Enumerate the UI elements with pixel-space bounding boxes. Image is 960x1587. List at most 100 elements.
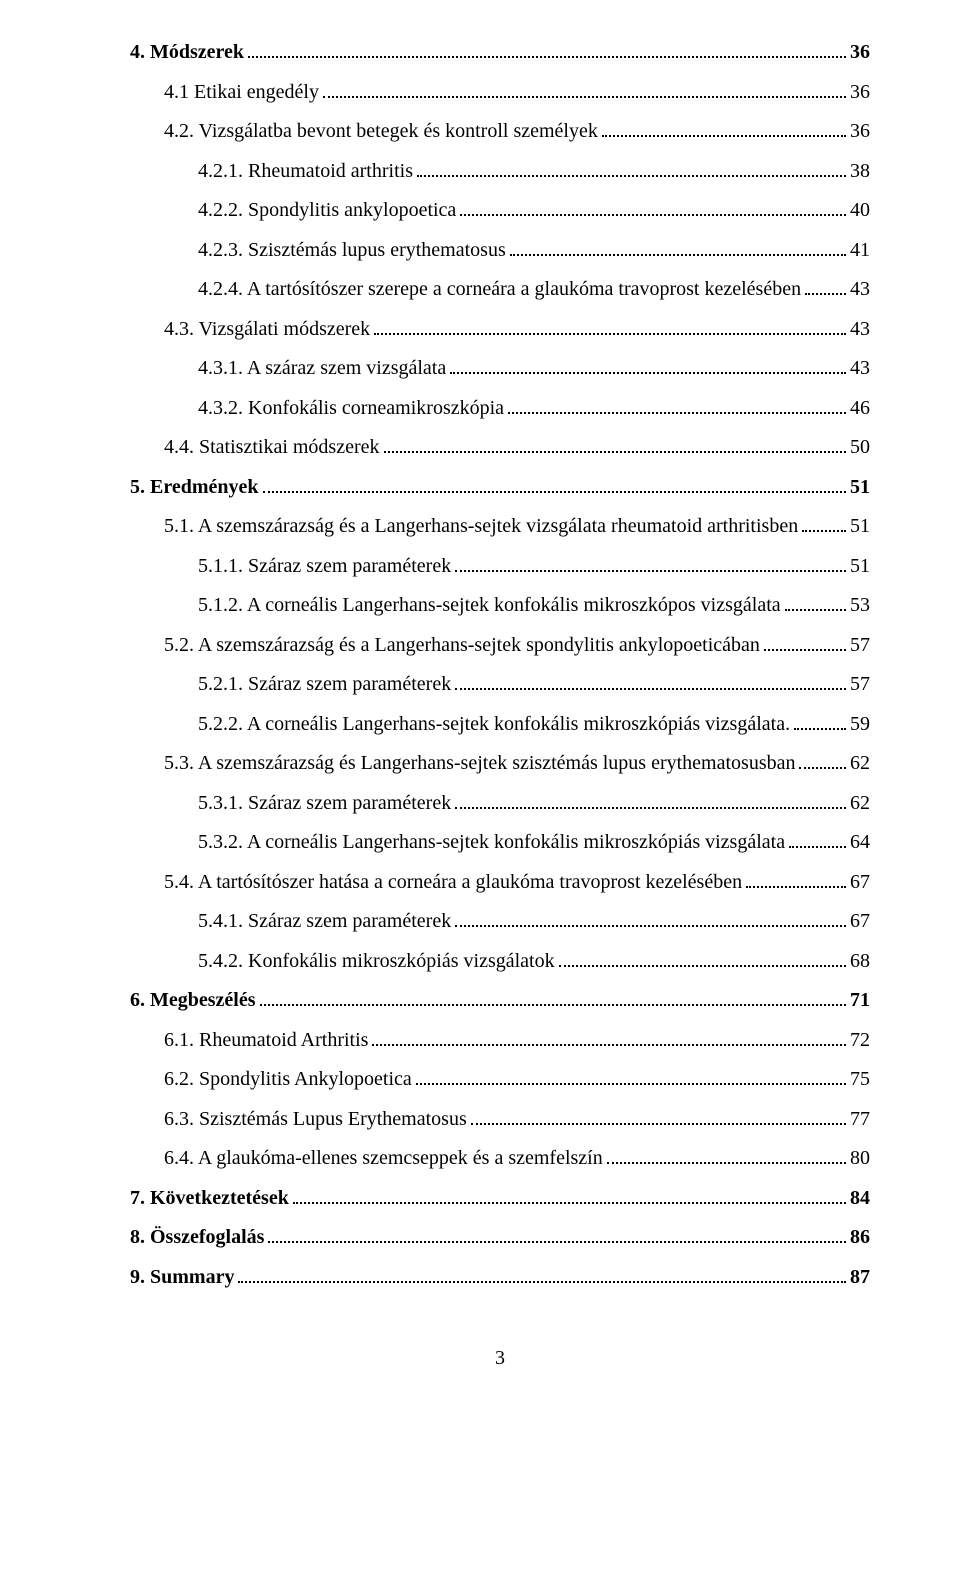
toc-entry: 4.1 Etikai engedély36 bbox=[130, 80, 870, 102]
toc-entry-page: 67 bbox=[850, 872, 870, 892]
toc-dot-leader bbox=[417, 159, 846, 177]
toc-entry-text: 6. Megbeszélés bbox=[130, 990, 256, 1010]
toc-entry-page: 72 bbox=[850, 1030, 870, 1050]
toc-dot-leader bbox=[455, 909, 846, 927]
toc-entry: 4.2.3. Szisztémás lupus erythematosus 41 bbox=[130, 238, 870, 260]
toc-entry-text: 5.2.2. A corneális Langerhans-sejtek kon… bbox=[198, 714, 790, 734]
toc-entry: 5.1. A szemszárazság és a Langerhans-sej… bbox=[130, 514, 870, 536]
page-number: 3 bbox=[130, 1347, 870, 1370]
toc-entry: 4.4. Statisztikai módszerek 50 bbox=[130, 435, 870, 457]
toc-entry: 6.1. Rheumatoid Arthritis 72 bbox=[130, 1028, 870, 1050]
toc-entry-page: 50 bbox=[850, 437, 870, 457]
toc-entry-text: 5.3.1. Száraz szem paraméterek bbox=[198, 793, 451, 813]
toc-dot-leader bbox=[799, 751, 846, 769]
toc-entry: 4.2.4. A tartósítószer szerepe a corneár… bbox=[130, 277, 870, 299]
toc-entry-page: 43 bbox=[850, 279, 870, 299]
toc-entry-text: 5.1. A szemszárazság és a Langerhans-sej… bbox=[164, 516, 798, 536]
toc-entry-text: 4.4. Statisztikai módszerek bbox=[164, 437, 380, 457]
toc-entry-text: 4. Módszerek bbox=[130, 42, 244, 62]
toc-entry-text: 5.4.1. Száraz szem paraméterek bbox=[198, 911, 451, 931]
toc-entry: 5.2. A szemszárazság és a Langerhans-sej… bbox=[130, 633, 870, 655]
toc-entry: 7. Következtetések 84 bbox=[130, 1186, 870, 1208]
toc-entry-page: 57 bbox=[850, 635, 870, 655]
toc-dot-leader bbox=[372, 1028, 846, 1046]
toc-entry: 6.2. Spondylitis Ankylopoetica 75 bbox=[130, 1067, 870, 1089]
toc-entry-page: 86 bbox=[850, 1227, 870, 1247]
toc-dot-leader bbox=[238, 1265, 846, 1283]
toc-dot-leader bbox=[508, 396, 846, 414]
toc-entry-text: 6.1. Rheumatoid Arthritis bbox=[164, 1030, 368, 1050]
toc-dot-leader bbox=[789, 830, 846, 848]
toc-entry-page: 43 bbox=[850, 319, 870, 339]
toc-dot-leader bbox=[293, 1186, 846, 1204]
toc-dot-leader bbox=[248, 40, 846, 58]
toc-dot-leader bbox=[263, 475, 846, 493]
toc-dot-leader bbox=[260, 988, 846, 1006]
toc-entry-page: 80 bbox=[850, 1148, 870, 1168]
toc-entry: 8. Összefoglalás 86 bbox=[130, 1225, 870, 1247]
toc-entry: 4.2.2. Spondylitis ankylopoetica 40 bbox=[130, 198, 870, 220]
toc-entry-page: 51 bbox=[850, 477, 870, 497]
toc-entry-page: 62 bbox=[850, 793, 870, 813]
toc-entry-page: 75 bbox=[850, 1069, 870, 1089]
toc-entry-text: 8. Összefoglalás bbox=[130, 1227, 264, 1247]
toc-entry-page: 84 bbox=[850, 1188, 870, 1208]
toc-entry-page: 38 bbox=[850, 161, 870, 181]
toc-entry-text: 4.2.4. A tartósítószer szerepe a corneár… bbox=[198, 279, 801, 299]
toc-dot-leader bbox=[510, 238, 846, 256]
toc-dot-leader bbox=[471, 1107, 846, 1125]
toc-entry-text: 4.2. Vizsgálatba bevont betegek és kontr… bbox=[164, 121, 598, 141]
toc-dot-leader bbox=[455, 672, 846, 690]
toc-entry-page: 67 bbox=[850, 911, 870, 931]
toc-entry: 5.2.1. Száraz szem paraméterek57 bbox=[130, 672, 870, 694]
toc-dot-leader bbox=[805, 277, 846, 295]
toc-entry: 5.3. A szemszárazság és Langerhans-sejte… bbox=[130, 751, 870, 773]
toc-entry-page: 51 bbox=[850, 516, 870, 536]
toc-entry-page: 77 bbox=[850, 1109, 870, 1129]
toc-entry-page: 40 bbox=[850, 200, 870, 220]
toc-entry-page: 41 bbox=[850, 240, 870, 260]
toc-entry-page: 71 bbox=[850, 990, 870, 1010]
toc-dot-leader bbox=[450, 356, 846, 374]
toc-entry: 6. Megbeszélés 71 bbox=[130, 988, 870, 1010]
toc-entry-text: 5.4.2. Konfokális mikroszkópiás vizsgála… bbox=[198, 951, 555, 971]
toc-entry: 5.3.1. Száraz szem paraméterek 62 bbox=[130, 791, 870, 813]
toc-entry: 4.3.1. A száraz szem vizsgálata43 bbox=[130, 356, 870, 378]
toc-entry-text: 5.4. A tartósítószer hatása a corneára a… bbox=[164, 872, 742, 892]
toc-entry-page: 36 bbox=[850, 121, 870, 141]
toc-entry: 5. Eredmények51 bbox=[130, 475, 870, 497]
toc-entry-page: 57 bbox=[850, 674, 870, 694]
toc-entry: 5.4. A tartósítószer hatása a corneára a… bbox=[130, 870, 870, 892]
toc-dot-leader bbox=[602, 119, 846, 137]
toc-dot-leader bbox=[455, 554, 846, 572]
toc-dot-leader bbox=[374, 317, 846, 335]
toc-entry-page: 46 bbox=[850, 398, 870, 418]
toc-entry: 5.1.2. A corneális Langerhans-sejtek kon… bbox=[130, 593, 870, 615]
toc-entry-text: 5.2. A szemszárazság és a Langerhans-sej… bbox=[164, 635, 760, 655]
toc-dot-leader bbox=[323, 80, 846, 98]
toc-entry-page: 43 bbox=[850, 358, 870, 378]
toc-dot-leader bbox=[455, 791, 846, 809]
toc-entry-text: 6.2. Spondylitis Ankylopoetica bbox=[164, 1069, 412, 1089]
toc-entry-page: 87 bbox=[850, 1267, 870, 1287]
toc-entry: 6.3. Szisztémás Lupus Erythematosus77 bbox=[130, 1107, 870, 1129]
toc-entry: 5.1.1. Száraz szem paraméterek51 bbox=[130, 554, 870, 576]
toc-dot-leader bbox=[460, 198, 846, 216]
toc-dot-leader bbox=[416, 1067, 846, 1085]
toc-entry: 5.4.1. Száraz szem paraméterek 67 bbox=[130, 909, 870, 931]
toc-entry: 9. Summary87 bbox=[130, 1265, 870, 1287]
toc-entry-text: 4.2.3. Szisztémás lupus erythematosus bbox=[198, 240, 506, 260]
toc-dot-leader bbox=[559, 949, 846, 967]
toc-entry-text: 7. Következtetések bbox=[130, 1188, 289, 1208]
toc-dot-leader bbox=[384, 435, 846, 453]
toc-entry-text: 4.3.2. Konfokális corneamikroszkópia bbox=[198, 398, 504, 418]
toc-page: 4. Módszerek 36 4.1 Etikai engedély36 4.2. … bbox=[0, 0, 960, 1587]
toc-dot-leader bbox=[785, 593, 846, 611]
toc-entry-page: 68 bbox=[850, 951, 870, 971]
toc-entry-text: 4.1 Etikai engedély bbox=[164, 82, 319, 102]
toc-entry: 6.4. A glaukóma-ellenes szemcseppek és a… bbox=[130, 1146, 870, 1168]
toc-entry-page: 64 bbox=[850, 832, 870, 852]
toc-entry-page: 53 bbox=[850, 595, 870, 615]
toc-dot-leader bbox=[802, 514, 846, 532]
toc-entry-text: 4.2.2. Spondylitis ankylopoetica bbox=[198, 200, 456, 220]
